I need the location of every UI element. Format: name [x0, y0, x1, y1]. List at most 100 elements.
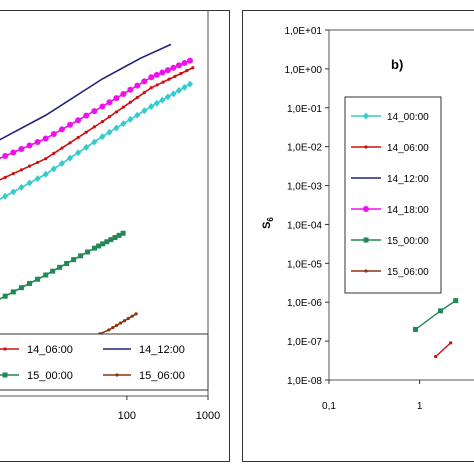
series-line: [415, 300, 457, 330]
data-point: [191, 66, 195, 70]
data-point: [50, 268, 56, 274]
data-point: [112, 234, 118, 240]
data-point: [186, 57, 193, 64]
data-point: [159, 96, 166, 104]
data-point: [453, 298, 459, 304]
chart-a-svg: 100 1000 14_06:00 14_12:00 15_00:00 15_06:00: [0, 11, 220, 422]
y-tick-label-b: 1,0E+01: [284, 26, 322, 37]
data-point: [34, 175, 41, 183]
data-point: [11, 172, 15, 176]
data-point: [19, 168, 24, 172]
data-point: [148, 74, 155, 81]
data-point: [134, 312, 138, 316]
x-axis-a: 100 1000: [118, 396, 220, 422]
data-point: [78, 253, 84, 259]
legend-item-14-06-00: 14_06:00: [0, 344, 73, 356]
data-point: [159, 69, 166, 76]
legend-label: 14_18:00: [387, 205, 429, 216]
data-point: [186, 80, 193, 88]
data-point: [96, 243, 102, 249]
data-point: [120, 230, 126, 236]
legend-item-15-06-00: 15_06:00: [103, 370, 185, 382]
data-point: [91, 108, 98, 115]
legend-item-14-12-00: 14_12:00: [103, 344, 185, 356]
y-tick-label-b: 1,0E-08: [287, 376, 322, 387]
data-point: [114, 110, 118, 114]
data-point: [2, 152, 9, 159]
chart-panel-a: 100 1000 14_06:00 14_12:00 15_00:00 15_06:00: [0, 10, 230, 462]
legend-label: 14_12:00: [139, 344, 185, 356]
data-point: [175, 62, 182, 69]
data-point: [120, 90, 127, 97]
data-point: [52, 151, 56, 155]
series-a-14-06-00: [0, 66, 195, 181]
data-point: [149, 86, 153, 90]
data-point: [179, 71, 183, 76]
data-point: [122, 319, 127, 323]
legend-marker: [115, 373, 119, 377]
series-a-14-00-00: [0, 80, 193, 201]
data-point: [99, 133, 106, 141]
data-point: [84, 130, 88, 134]
legend-label: 14_00:00: [387, 112, 429, 123]
data-point: [135, 95, 139, 100]
data-point: [107, 328, 111, 332]
data-point: [164, 93, 171, 101]
data-point: [181, 59, 188, 66]
data-point: [76, 135, 80, 140]
series-a-14-18-00: [0, 57, 193, 161]
data-point: [67, 154, 74, 162]
series-b-14-06-00: [434, 341, 453, 359]
chart-b-svg: 1,0E+01 1,0E+00 1,0E-01 1,0E-02 1,0E-03 1,0E-…: [261, 26, 474, 412]
data-point: [83, 143, 90, 151]
data-point: [134, 82, 141, 89]
data-point: [134, 111, 141, 119]
data-point: [100, 120, 105, 124]
y-tick-label-b: 1,0E-07: [287, 337, 322, 348]
data-point: [18, 285, 24, 291]
data-point: [106, 99, 113, 106]
legend-marker: [363, 112, 369, 120]
legend-item-15-06-00: 15_06:00: [351, 267, 429, 278]
data-point: [10, 149, 17, 156]
data-point: [60, 146, 64, 150]
legend-item-15-00-00: 15_00:00: [0, 370, 73, 382]
series-line: [435, 342, 452, 358]
legend-label: 14_12:00: [387, 174, 429, 185]
data-point: [108, 237, 114, 243]
data-point: [75, 149, 82, 157]
data-point: [116, 232, 122, 238]
data-point: [434, 354, 438, 359]
legend-marker: [363, 237, 369, 243]
data-point: [68, 141, 72, 145]
legend-label: 15_00:00: [27, 370, 73, 382]
legend-item-15-00-00: 15_00:00: [351, 236, 429, 247]
data-point: [449, 341, 453, 345]
data-point: [43, 272, 49, 278]
x-axis-b: 0,1 1: [322, 380, 423, 412]
data-point: [99, 103, 106, 110]
data-point: [126, 316, 130, 321]
data-point: [153, 99, 160, 107]
data-point: [127, 115, 134, 123]
series-b-15-00-00: [412, 298, 459, 332]
y-tick-label-b: 1,0E-02: [287, 143, 322, 154]
data-point: [2, 293, 8, 299]
data-point: [170, 90, 177, 98]
data-point: [128, 100, 132, 104]
data-point: [67, 121, 74, 128]
data-point: [2, 192, 9, 200]
data-point: [164, 67, 171, 74]
data-point: [3, 175, 7, 179]
data-point: [85, 249, 91, 255]
y-tick-label-b: 1,0E+00: [284, 65, 322, 76]
legend-label: 15_06:00: [387, 267, 429, 278]
data-point: [173, 74, 177, 78]
series-line: [0, 43, 172, 141]
legend-a-box: [0, 333, 209, 391]
legend-item-14-00-00: 14_00:00: [351, 112, 429, 123]
data-point: [50, 130, 57, 137]
data-point: [113, 95, 120, 102]
data-point: [35, 276, 41, 282]
series-a-15-00-00: [0, 230, 126, 300]
